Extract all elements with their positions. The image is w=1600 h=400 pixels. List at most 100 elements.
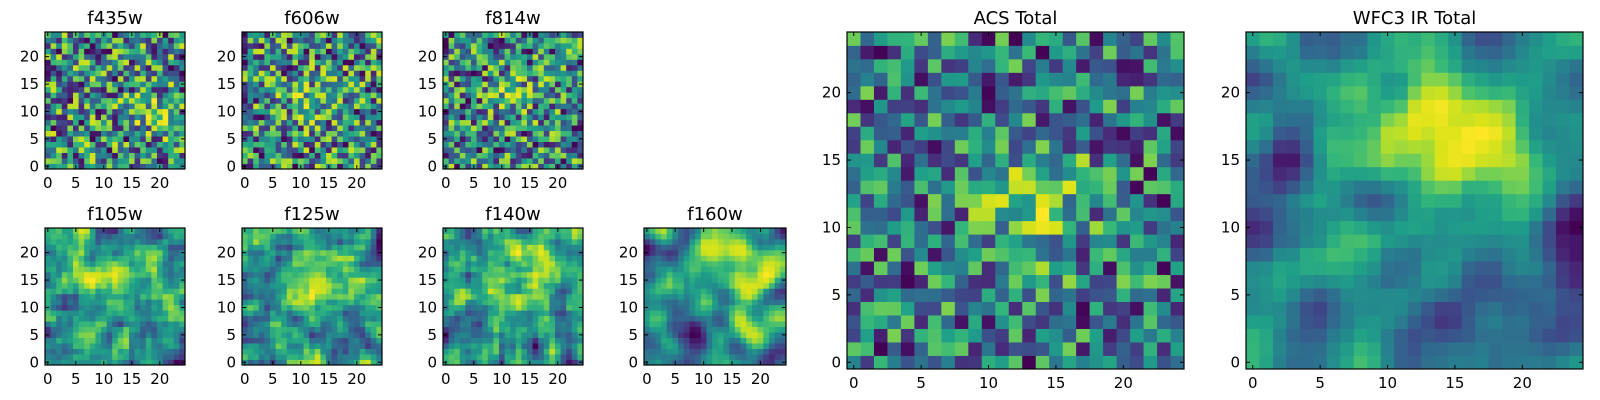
heatmap-cell: [672, 354, 679, 360]
x-tick-label: 5: [670, 370, 680, 388]
heatmap-cell: [1022, 220, 1037, 235]
heatmap-cell: [67, 136, 74, 142]
heatmap-cell: [476, 282, 483, 289]
heatmap-cell: [751, 271, 758, 278]
heatmap-cell: [723, 244, 730, 251]
heatmap-cell: [499, 86, 505, 93]
heatmap-cell: [309, 108, 316, 115]
heatmap-cell: [117, 75, 124, 82]
heatmap-cell: [689, 343, 696, 349]
heatmap-cell: [303, 228, 310, 234]
heatmap-cell: [309, 152, 316, 159]
heatmap-cell: [117, 48, 124, 55]
heatmap-cell: [112, 163, 119, 170]
heatmap-cell: [320, 228, 327, 234]
heatmap-cell: [157, 81, 163, 88]
heatmap-cell: [571, 75, 578, 82]
heatmap-cell: [292, 266, 299, 273]
heatmap-cell: [89, 326, 96, 333]
x-tick-label: 20: [150, 174, 169, 192]
heatmap-cell: [359, 81, 366, 88]
heatmap-cell: [309, 359, 316, 366]
heatmap-cell: [443, 299, 449, 306]
heatmap-cell: [320, 321, 327, 328]
heatmap-cell: [376, 228, 383, 234]
heatmap-cell: [566, 70, 573, 77]
heatmap-cell: [179, 337, 186, 344]
heatmap-cell: [253, 332, 260, 338]
heatmap-cell: [527, 158, 533, 164]
heatmap-cell: [67, 238, 74, 245]
heatmap-cell: [168, 103, 175, 110]
heatmap-cell: [555, 103, 561, 110]
heatmap-cell: [860, 342, 875, 356]
heatmap-cell: [376, 343, 383, 349]
heatmap-cell: [309, 337, 316, 344]
heatmap-cell: [655, 326, 662, 333]
heatmap-cell: [140, 260, 147, 267]
heatmap-cell: [281, 147, 288, 153]
heatmap-cell: [566, 147, 573, 153]
heatmap-cell: [476, 228, 483, 234]
heatmap-cell: [487, 255, 494, 262]
heatmap-cell: [459, 354, 466, 360]
heatmap-cell: [914, 355, 929, 370]
heatmap-cell: [123, 37, 130, 44]
heatmap-cell: [1130, 274, 1144, 289]
heatmap-cell: [354, 70, 360, 77]
heatmap-cell: [162, 249, 169, 256]
heatmap-cell: [746, 244, 753, 251]
heatmap-cell: [689, 348, 696, 355]
heatmap-cell: [365, 114, 372, 121]
heatmap-cell: [510, 255, 517, 262]
heatmap-cell: [314, 332, 321, 338]
heatmap-cell: [780, 233, 787, 240]
x-tick-label: 0: [240, 370, 250, 388]
heatmap-cell: [106, 42, 113, 49]
heatmap-cell: [337, 343, 344, 349]
heatmap-cell: [941, 180, 956, 195]
heatmap-cell: [549, 238, 556, 245]
y-tick-label: 20: [418, 244, 437, 262]
heatmap-cell: [740, 228, 747, 234]
heatmap-cell: [292, 97, 299, 104]
heatmap-cell: [264, 119, 271, 126]
heatmap-cell: [740, 293, 747, 300]
heatmap-cell: [123, 299, 130, 306]
heatmap-cell: [134, 59, 141, 66]
heatmap-cell: [168, 228, 175, 234]
heatmap-cell: [123, 108, 130, 115]
heatmap-cell: [666, 343, 673, 349]
heatmap-cell: [493, 75, 500, 82]
heatmap-cell: [45, 114, 51, 121]
heatmap-cell: [354, 59, 360, 66]
heatmap-cell: [941, 342, 956, 356]
heatmap-cell: [566, 48, 573, 55]
heatmap-cell: [566, 103, 573, 110]
heatmap-cell: [73, 75, 79, 82]
heatmap-cell: [571, 42, 578, 49]
heatmap-cell: [157, 42, 163, 49]
heatmap-cell: [527, 64, 533, 71]
heatmap-cell: [67, 81, 74, 88]
heatmap-cell: [1116, 315, 1131, 329]
heatmap-cell: [157, 37, 163, 44]
heatmap-cell: [162, 86, 169, 93]
heatmap-cell: [89, 233, 96, 240]
heatmap-cell: [354, 249, 360, 256]
heatmap-cell: [247, 48, 254, 55]
heatmap-cell: [326, 293, 332, 300]
heatmap-cell: [253, 37, 260, 44]
heatmap-cell: [50, 310, 57, 317]
heatmap-cell: [1103, 274, 1117, 289]
heatmap-cell: [292, 37, 299, 44]
heatmap-cell: [247, 277, 254, 284]
heatmap-cell: [320, 130, 327, 137]
heatmap-cell: [649, 255, 656, 262]
heatmap-cell: [482, 158, 489, 164]
heatmap-cell: [1170, 328, 1185, 343]
heatmap-cell: [348, 249, 355, 256]
heatmap-cell: [173, 53, 180, 60]
heatmap-cell: [763, 266, 770, 273]
heatmap-cell: [746, 238, 753, 245]
